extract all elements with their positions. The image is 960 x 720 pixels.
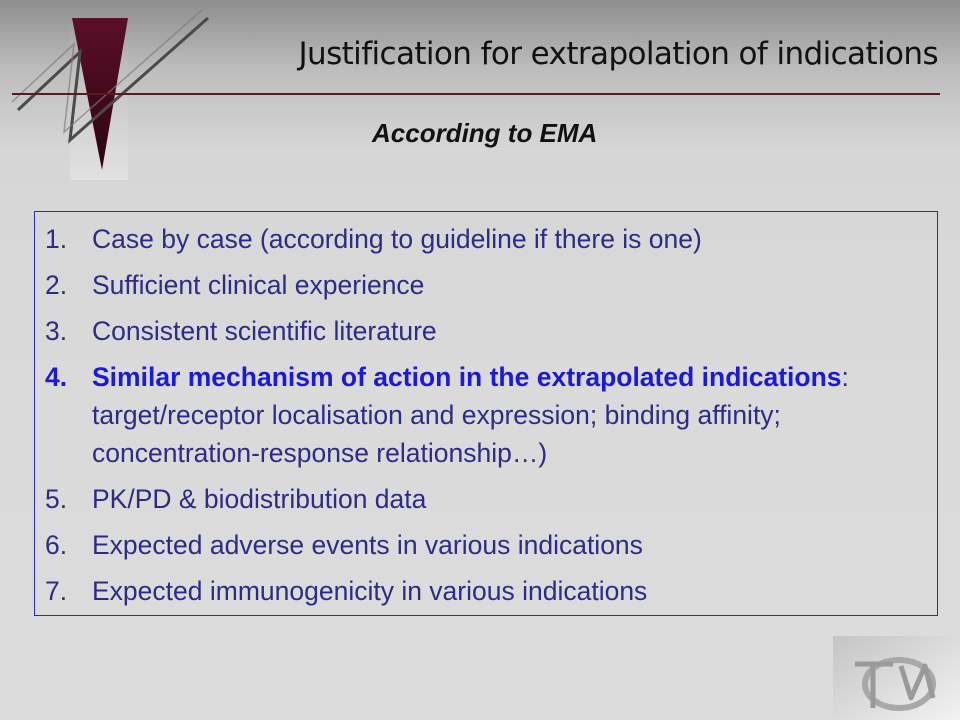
item-number: 7. <box>45 575 68 606</box>
item-text: : target/receptor localisation and expre… <box>92 362 849 468</box>
criteria-list: 1. Case by case (according to guideline … <box>35 212 937 610</box>
list-item-highlighted: 4. Similar mechanism of action in the ex… <box>35 358 937 472</box>
item-number: 1. <box>45 224 68 254</box>
item-text: Expected adverse events in various indic… <box>92 529 643 560</box>
item-bold-text: Similar mechanism of action in the extra… <box>92 362 842 392</box>
item-number: 6. <box>45 529 68 560</box>
item-number: 5. <box>45 483 68 514</box>
triangle-zigzag-logo <box>11 10 209 180</box>
slide-subtitle: According to EMA <box>372 118 598 148</box>
slide-title: Justification for extrapolation of indic… <box>298 36 938 72</box>
item-text: PK/PD & biodistribution data <box>92 483 427 514</box>
item-number: 2. <box>45 270 68 300</box>
title-divider <box>12 93 940 95</box>
item-number: 3. <box>45 316 68 346</box>
item-number: 4. <box>45 362 68 392</box>
list-item: 2. Sufficient clinical experience <box>35 266 937 305</box>
list-item: 1. Case by case (according to guideline … <box>35 220 937 259</box>
item-text: Case by case (according to guideline if … <box>92 224 702 254</box>
list-item: 3. Consistent scientific literature <box>35 312 937 351</box>
list-item: 6. Expected adverse events in various in… <box>35 526 937 565</box>
item-text: Expected immunogenicity in various indic… <box>92 575 648 606</box>
item-text: Consistent scientific literature <box>92 316 437 346</box>
list-item: 5. PK/PD & biodistribution data <box>35 480 937 519</box>
item-text: Sufficient clinical experience <box>92 270 425 300</box>
list-item: 7. Expected immunogenicity in various in… <box>35 572 937 611</box>
dpm-monogram-logo <box>833 636 960 720</box>
criteria-box: 1. Case by case (according to guideline … <box>34 211 938 616</box>
